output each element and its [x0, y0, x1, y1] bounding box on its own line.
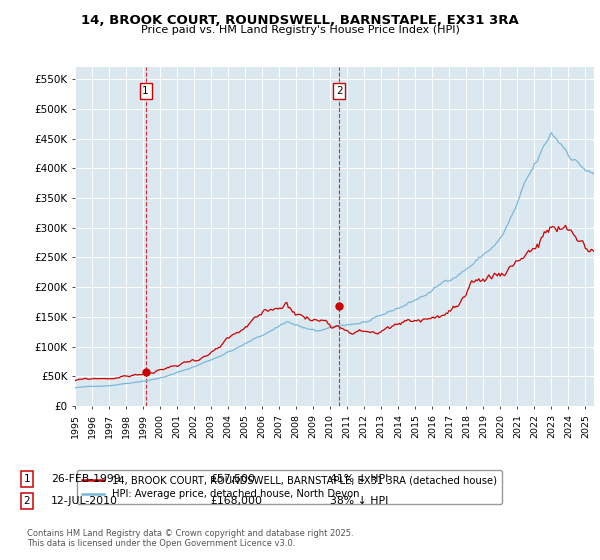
Text: 38% ↓ HPI: 38% ↓ HPI	[330, 496, 388, 506]
Text: £168,000: £168,000	[210, 496, 262, 506]
Text: 1: 1	[23, 474, 31, 484]
Text: Contains HM Land Registry data © Crown copyright and database right 2025.
This d: Contains HM Land Registry data © Crown c…	[27, 529, 353, 548]
Text: 2: 2	[23, 496, 31, 506]
Text: 41% ↓ HPI: 41% ↓ HPI	[330, 474, 388, 484]
Text: 14, BROOK COURT, ROUNDSWELL, BARNSTAPLE, EX31 3RA: 14, BROOK COURT, ROUNDSWELL, BARNSTAPLE,…	[81, 14, 519, 27]
Text: 12-JUL-2010: 12-JUL-2010	[51, 496, 118, 506]
Text: 1: 1	[142, 86, 149, 96]
Text: 2: 2	[336, 86, 343, 96]
Text: 26-FEB-1999: 26-FEB-1999	[51, 474, 121, 484]
Text: Price paid vs. HM Land Registry's House Price Index (HPI): Price paid vs. HM Land Registry's House …	[140, 25, 460, 35]
Text: £57,500: £57,500	[210, 474, 255, 484]
Legend: 14, BROOK COURT, ROUNDSWELL, BARNSTAPLE, EX31 3RA (detached house), HPI: Average: 14, BROOK COURT, ROUNDSWELL, BARNSTAPLE,…	[77, 470, 502, 505]
